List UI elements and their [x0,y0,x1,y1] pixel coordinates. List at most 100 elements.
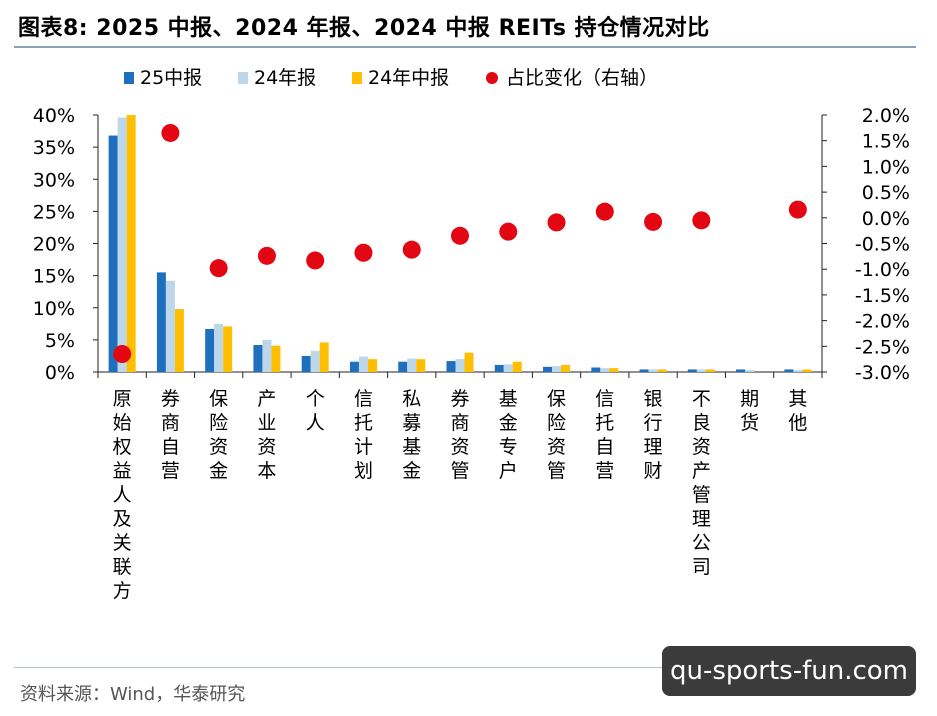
category-label: 券商自营 [161,388,180,482]
bars [108,115,812,372]
category-label: 个人 [306,388,325,434]
bar-3 [609,368,619,372]
right-tick-label: -2.0% [855,311,910,333]
change-dot [788,200,807,219]
bar-3 [367,359,377,372]
bar-3 [416,359,426,372]
bar-1 [349,361,359,372]
bar-2 [310,350,320,372]
left-tick-label: 5% [45,330,75,352]
right-tick-label: -2.5% [855,336,910,358]
change-dot [499,222,518,241]
bar-2 [165,280,175,372]
change-dot [306,251,325,270]
left-tick-label: 30% [33,169,75,191]
right-tick-label: 1.0% [862,156,910,178]
category-label: 信托计划 [354,388,373,482]
left-tick-label: 40% [33,105,75,127]
legend-swatch-2 [238,72,248,84]
change-dot [547,213,566,232]
left-tick-label: 35% [33,137,75,159]
chart: 25中报 24年报 24年中报 占比变化（右轴） 0% 5% 10% 15% 20% 25% 30… [33,67,910,602]
bar-2 [455,359,465,372]
bar-3 [802,369,812,372]
bar-2 [793,370,803,372]
category-label: 期货 [740,388,759,434]
bar-1 [736,369,746,372]
right-tick-label: -0.5% [855,234,910,256]
source-note: 资料来源：Wind，华泰研究 [20,684,246,705]
legend-label-dot: 占比变化（右轴） [506,67,658,89]
dots [113,123,807,364]
bar-1 [784,369,794,372]
left-tick-label: 0% [45,362,75,384]
change-dot [692,211,711,230]
change-dot [209,259,228,278]
bar-3 [705,369,715,372]
bar-3 [271,345,281,372]
category-label: 私募基金 [402,388,421,482]
change-dot [595,202,614,221]
bar-1 [108,135,118,372]
category-label: 银行理财 [644,388,663,482]
x-tick-labels: 原始权益人及关联方 券商自营 保险资金 产业资本 个人 信托计划 私募基金 券商资管 基金专户 保… [113,388,808,602]
bar-1 [398,361,408,372]
legend-label-1: 25中报 [140,67,202,89]
bar-2 [407,358,417,372]
category-label: 保险资金 [209,388,228,482]
right-tick-label: 0.0% [862,208,910,230]
bar-2 [214,323,224,372]
bar-1 [494,364,504,372]
bar-3 [319,342,329,372]
bar-1 [156,272,166,372]
bar-3 [561,364,571,372]
bar-1 [446,361,456,372]
bar-2 [648,369,658,372]
category-label: 基金专户 [499,388,518,482]
bar-3 [174,309,184,372]
change-dot [354,243,373,262]
right-tick-label: 0.5% [862,182,910,204]
category-label: 其他 [788,388,807,434]
bar-3 [464,352,474,372]
change-dot [402,240,421,259]
legend-dot [486,72,498,84]
bar-3 [223,326,233,372]
category-label: 产业资本 [257,388,276,482]
bar-1 [543,366,553,372]
bar-2 [552,366,562,372]
bar-2 [503,364,513,372]
bar-1 [639,369,649,372]
bar-2 [117,117,127,372]
right-tick-label: -3.0% [855,362,910,384]
figure-title: 图表8: 2025 中报、2024 年报、2024 中报 REITs 持仓情况对… [18,16,710,41]
right-tick-label: -1.0% [855,259,910,281]
bar-2 [262,339,272,372]
legend-swatch-1 [124,72,134,84]
change-dot [644,212,663,231]
watermark-badge: qu-sports-fun.com [662,646,916,696]
bar-2 [600,368,610,372]
category-label: 保险资管 [547,388,566,482]
change-dot [257,246,276,265]
axes: 0% 5% 10% 15% 20% 25% 30% 35% 40% -3.0% -2.5% -2.0%… [33,105,910,384]
right-tick-label: 2.0% [862,105,910,127]
change-dot [161,123,180,142]
bar-2 [696,369,706,372]
title-rule [14,46,916,48]
left-tick-label: 15% [33,266,75,288]
legend: 25中报 24年报 24年中报 占比变化（右轴） [124,67,658,89]
left-tick-label: 25% [33,201,75,223]
right-tick-label: 1.5% [862,131,910,153]
bar-2 [358,356,368,372]
legend-swatch-3 [352,72,362,84]
bar-1 [687,369,697,372]
legend-label-3: 24年中报 [368,67,449,89]
bar-3 [657,369,667,372]
bar-3 [512,361,522,372]
bar-1 [301,355,311,372]
category-label: 不良资产管理公司 [692,388,711,578]
left-tick-label: 10% [33,298,75,320]
bar-1 [253,345,263,372]
bar-2 [745,370,755,372]
